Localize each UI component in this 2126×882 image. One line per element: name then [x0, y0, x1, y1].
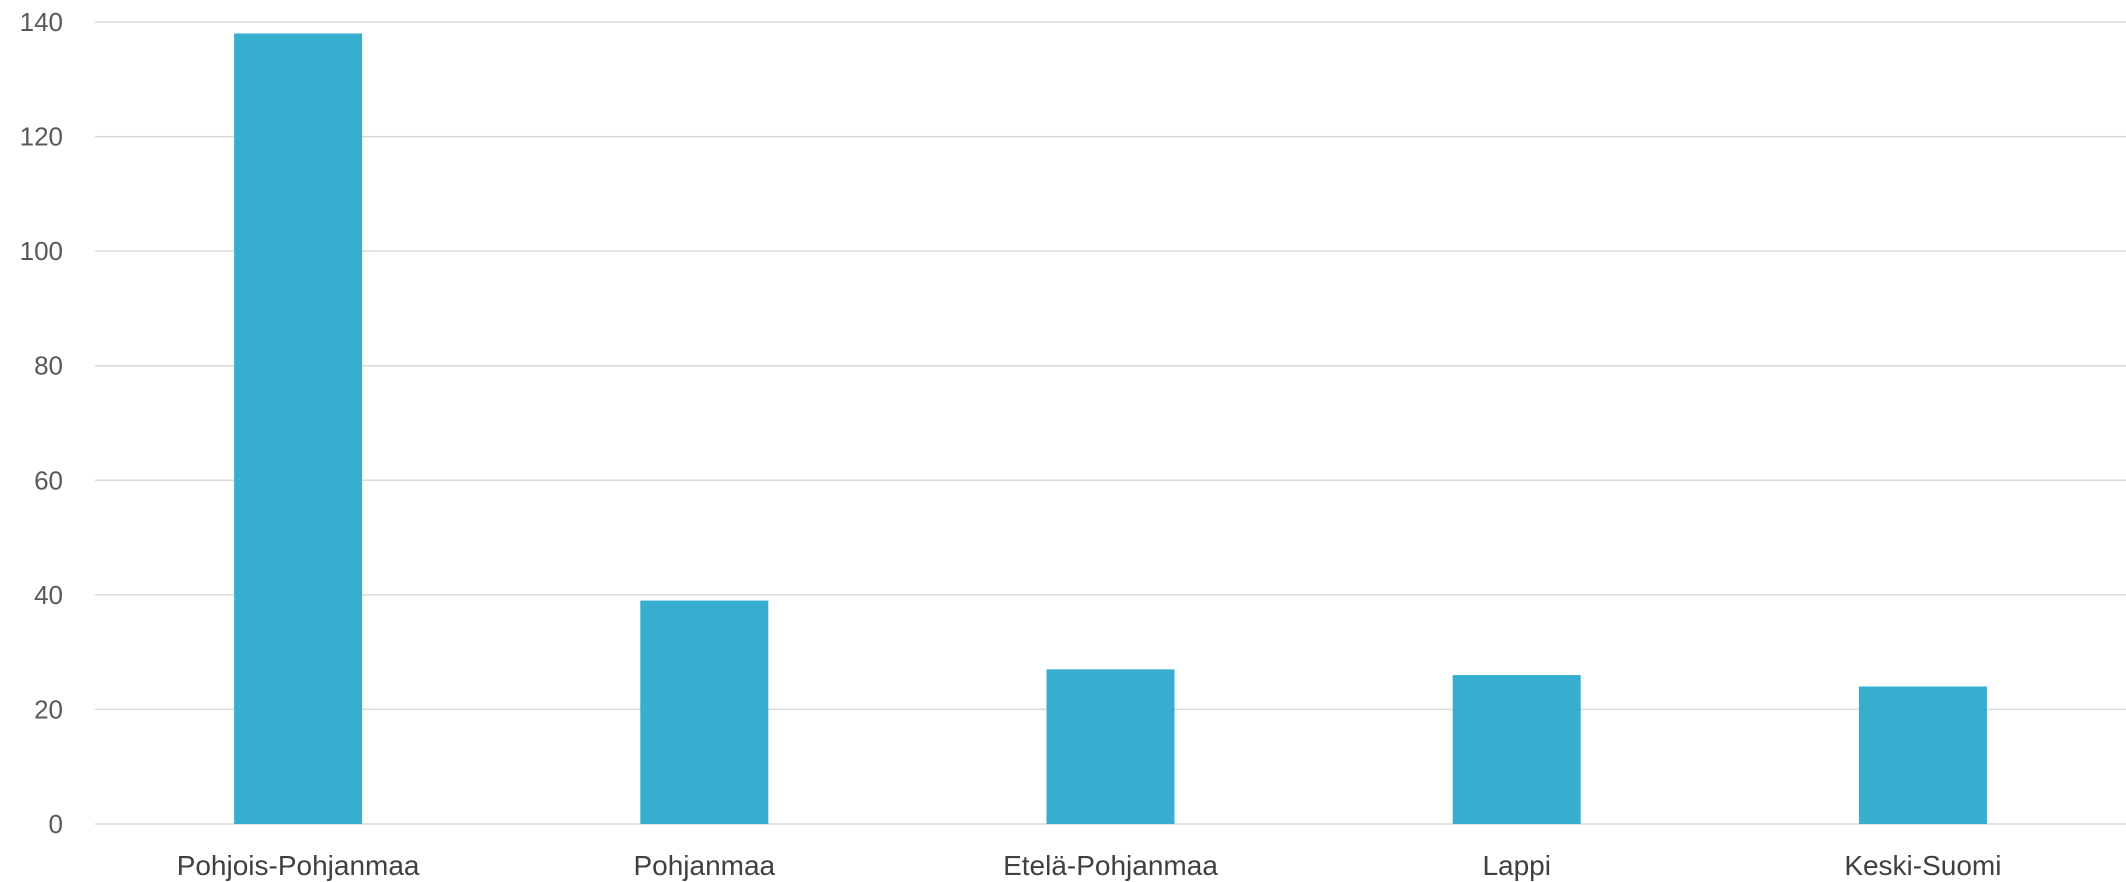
x-category-label: Keski-Suomi	[1844, 850, 2001, 881]
bar-pohjois-pohjanmaa	[234, 33, 363, 824]
x-category-label: Lappi	[1482, 850, 1551, 881]
x-category-label: Pohjanmaa	[633, 850, 775, 881]
x-category-label: Pohjois-Pohjanmaa	[177, 850, 420, 881]
bar-etel-pohjanmaa	[1046, 669, 1175, 824]
y-tick-label: 20	[34, 694, 63, 724]
y-tick-label: 100	[20, 236, 63, 266]
y-tick-label: 80	[34, 351, 63, 381]
y-tick-label: 0	[49, 809, 63, 839]
bar-pohjanmaa	[640, 600, 769, 824]
bar-keski-suomi	[1858, 686, 1987, 824]
y-tick-label: 120	[20, 122, 63, 152]
bars	[234, 33, 1987, 824]
y-tick-label: 140	[20, 7, 63, 37]
bar-lappi	[1452, 675, 1581, 824]
y-tick-label: 40	[34, 580, 63, 610]
x-axis-labels: Pohjois-Pohjanmaa Pohjanmaa Etelä-Pohjanma…	[177, 850, 2002, 881]
y-axis-ticks: 0 20 40 60 80 100 120 140	[20, 7, 63, 839]
y-tick-label: 60	[34, 465, 63, 495]
gridlines	[95, 21, 2126, 825]
x-category-label: Etelä-Pohjanmaa	[1003, 850, 1218, 881]
